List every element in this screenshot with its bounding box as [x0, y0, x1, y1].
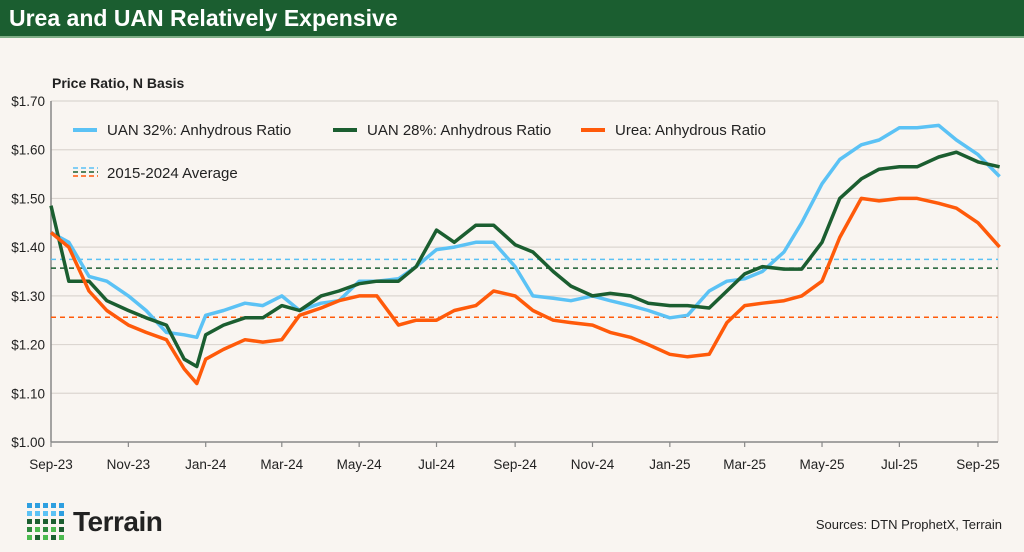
- logo-dots-icon: [27, 503, 64, 540]
- chart-title: Urea and UAN Relatively Expensive: [9, 5, 398, 31]
- y-tick-label: $1.10: [11, 386, 45, 401]
- legend-label: UAN 28%: Anhydrous Ratio: [367, 122, 551, 139]
- terrain-logo: Terrain: [27, 503, 163, 540]
- title-bar: Urea and UAN Relatively Expensive: [0, 0, 1024, 38]
- x-tick-label: Jul-25: [881, 457, 918, 472]
- x-tick-label: Mar-24: [260, 457, 303, 472]
- legend-label: Urea: Anhydrous Ratio: [615, 122, 766, 139]
- series-line: [49, 196, 1001, 386]
- legend-label-average: 2015-2024 Average: [107, 165, 238, 182]
- y-tick-label: $1.00: [11, 435, 45, 450]
- y-axis-title: Price Ratio, N Basis: [52, 75, 185, 91]
- sources-note: Sources: DTN ProphetX, Terrain: [815, 517, 1002, 532]
- logo-text: Terrain: [73, 505, 163, 537]
- series-line: [49, 150, 1000, 369]
- y-tick-label: $1.20: [11, 338, 45, 353]
- x-tick-label: Jul-24: [418, 457, 455, 472]
- x-tick-label: Nov-24: [571, 457, 615, 472]
- x-tick-label: Mar-25: [723, 457, 766, 472]
- x-tick-label: Nov-23: [107, 457, 151, 472]
- x-tick-label: Sep-24: [493, 457, 537, 472]
- y-tick-label: $1.60: [11, 143, 45, 158]
- y-tick-label: $1.50: [11, 191, 45, 206]
- y-tick-label: $1.40: [11, 240, 45, 255]
- x-tick-label: May-24: [337, 457, 383, 472]
- x-tick-label: Jan-25: [649, 457, 690, 472]
- x-tick-label: May-25: [800, 457, 845, 472]
- legend-label: UAN 32%: Anhydrous Ratio: [107, 122, 291, 139]
- x-tick-label: Jan-24: [185, 457, 227, 472]
- y-tick-label: $1.30: [11, 289, 45, 304]
- y-tick-label: $1.70: [11, 94, 45, 109]
- x-tick-label: Sep-25: [956, 457, 1000, 472]
- x-tick-label: Sep-23: [29, 457, 73, 472]
